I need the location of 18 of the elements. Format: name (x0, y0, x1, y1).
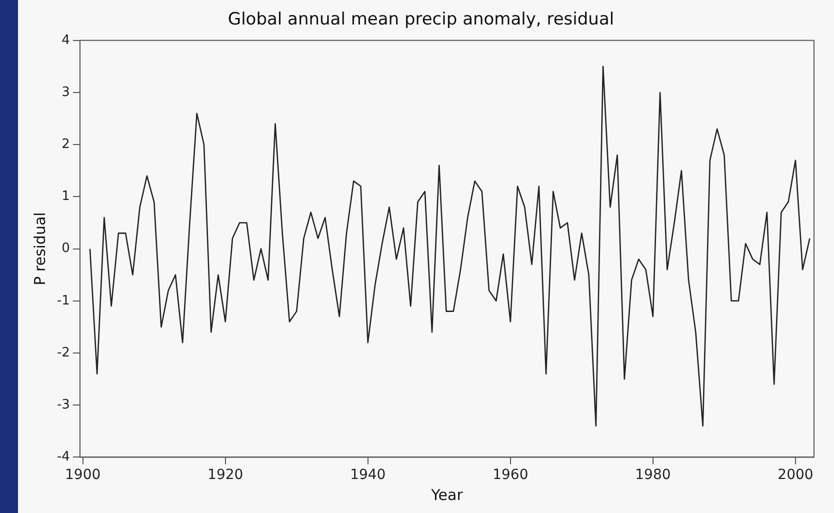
x-tick-label: 1940 (350, 467, 386, 484)
x-tick-label: 2000 (778, 467, 814, 484)
y-tick-label: -1 (56, 293, 70, 308)
y-tick-label: 0 (62, 241, 70, 256)
x-tick-label: 1960 (492, 467, 528, 484)
y-tick-label: -4 (56, 450, 70, 465)
x-tick-label: 1920 (208, 467, 244, 484)
y-tick-label: -3 (56, 397, 70, 412)
y-tick-label: 2 (62, 136, 70, 152)
y-tick-label: 4 (62, 32, 70, 48)
y-tick-label: -2 (56, 345, 70, 360)
x-tick-label: 1980 (635, 467, 671, 484)
y-axis-title: P residual (30, 212, 49, 286)
chart-title: Global annual mean precip anomaly, residual (228, 10, 614, 30)
x-tick-label: 1900 (64, 467, 101, 484)
y-tick-label: 3 (62, 84, 70, 100)
x-axis-title: Year (430, 486, 464, 504)
y-tick-label: 1 (62, 189, 70, 204)
